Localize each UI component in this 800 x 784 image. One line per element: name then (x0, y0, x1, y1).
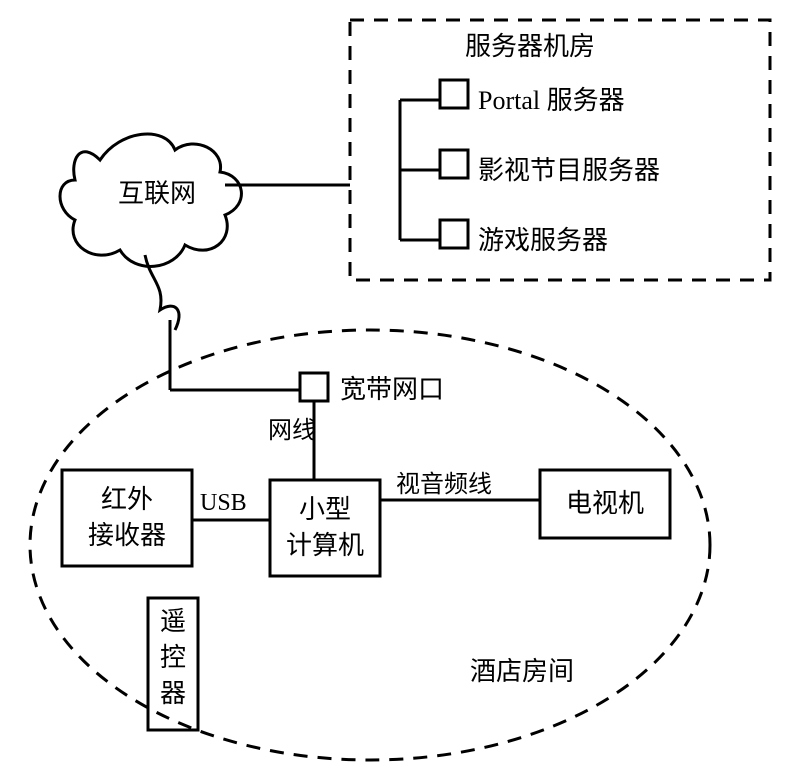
usb-label: USB (200, 490, 247, 516)
server-room-label: 服务器机房 (465, 32, 595, 61)
remote-char-1: 控 (160, 643, 186, 672)
server-box-1 (440, 150, 468, 178)
ir-receiver-label-1: 红外 (101, 485, 153, 514)
hotel-room-label: 酒店房间 (470, 657, 574, 686)
eth-label: 网线 (268, 417, 316, 444)
internet-label: 互联网 (118, 179, 196, 208)
av-label: 视音频线 (396, 471, 492, 498)
computer-label-2: 计算机 (286, 531, 364, 560)
wan-port-box (300, 373, 328, 401)
server-label-1: 影视节目服务器 (478, 156, 660, 185)
server-box-2 (440, 220, 468, 248)
remote-char-0: 遥 (160, 607, 186, 636)
ir-receiver-label-2: 接收器 (88, 521, 166, 550)
wan-port-label: 宽带网口 (340, 375, 444, 404)
server-label-2: 游戏服务器 (478, 226, 608, 255)
server-label-0: Portal 服务器 (478, 86, 625, 115)
server-box-0 (440, 80, 468, 108)
remote-char-2: 器 (160, 679, 186, 708)
tv-label: 电视机 (566, 489, 644, 518)
computer-label-1: 小型 (299, 495, 351, 524)
